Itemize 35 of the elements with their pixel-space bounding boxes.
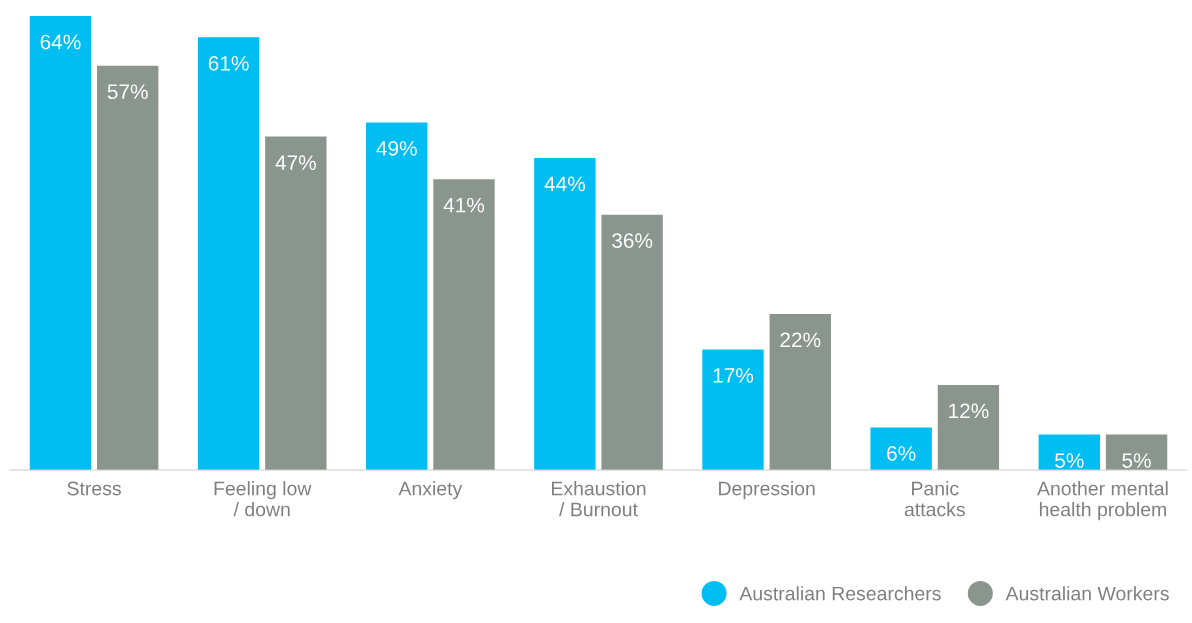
- data-label: 12%: [949, 403, 989, 419]
- x-tick-label: Panic attacks: [904, 481, 965, 517]
- data-label: 47%: [275, 155, 316, 170]
- bar: [265, 136, 327, 470]
- bar: [97, 65, 159, 470]
- data-label: 44%: [544, 176, 585, 192]
- bar: [601, 214, 663, 470]
- data-label: 5%: [1122, 453, 1151, 468]
- data-label: 61%: [208, 55, 249, 71]
- x-tick-label: Feeling low / down: [214, 481, 312, 517]
- bar: [870, 427, 932, 470]
- x-tick-label: Exhaustion / Burnout: [551, 481, 646, 517]
- x-tick-label: Stress: [67, 481, 121, 496]
- data-label: 6%: [887, 446, 916, 461]
- legend-label: Australian Workers: [1005, 586, 1169, 601]
- bar: [702, 349, 764, 470]
- data-label: 41%: [443, 197, 485, 213]
- data-label: 64%: [40, 34, 81, 50]
- data-label: 49%: [376, 141, 417, 156]
- data-label: 22%: [780, 332, 821, 348]
- legend-label: Australian Researchers: [739, 586, 941, 601]
- bar: [197, 37, 260, 470]
- bar: [769, 313, 831, 470]
- data-label: 5%: [1055, 453, 1084, 468]
- data-label: 36%: [612, 233, 653, 249]
- data-label: 17%: [713, 368, 754, 383]
- bar: [433, 179, 495, 470]
- bar: [29, 16, 92, 470]
- bar: [366, 122, 428, 470]
- bar: [534, 157, 596, 470]
- x-tick-label: Depression: [719, 481, 815, 500]
- data-label: 57%: [107, 84, 148, 100]
- x-tick-label: Another mental health problem: [1037, 481, 1168, 521]
- x-tick-label: Anxiety: [398, 481, 463, 500]
- bar: [937, 384, 1000, 470]
